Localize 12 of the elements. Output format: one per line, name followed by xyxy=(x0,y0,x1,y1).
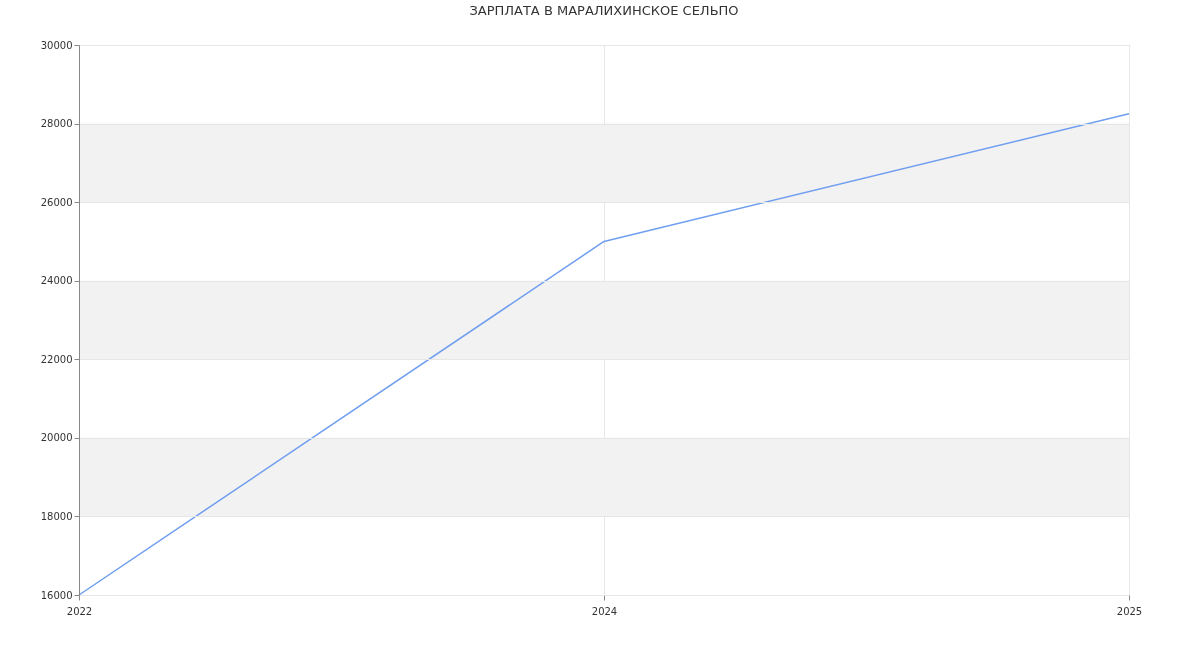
y-tick-label: 20000 xyxy=(40,432,73,444)
y-tick-label: 16000 xyxy=(40,589,73,601)
chart-title: ЗАРПЛАТА В МАРАЛИХИНСКОЕ СЕЛЬПО xyxy=(469,3,739,18)
y-tick-label: 22000 xyxy=(40,353,73,365)
y-tick-label: 28000 xyxy=(40,118,73,130)
x-tick-label: 2022 xyxy=(66,605,93,617)
y-tick-label: 30000 xyxy=(40,39,73,51)
y-tick-label: 26000 xyxy=(40,196,73,208)
y-tick-label: 24000 xyxy=(40,275,73,287)
y-tick-label: 18000 xyxy=(40,510,73,522)
x-tick-label: 2024 xyxy=(591,605,618,617)
x-tick-label: 2025 xyxy=(1116,605,1143,617)
